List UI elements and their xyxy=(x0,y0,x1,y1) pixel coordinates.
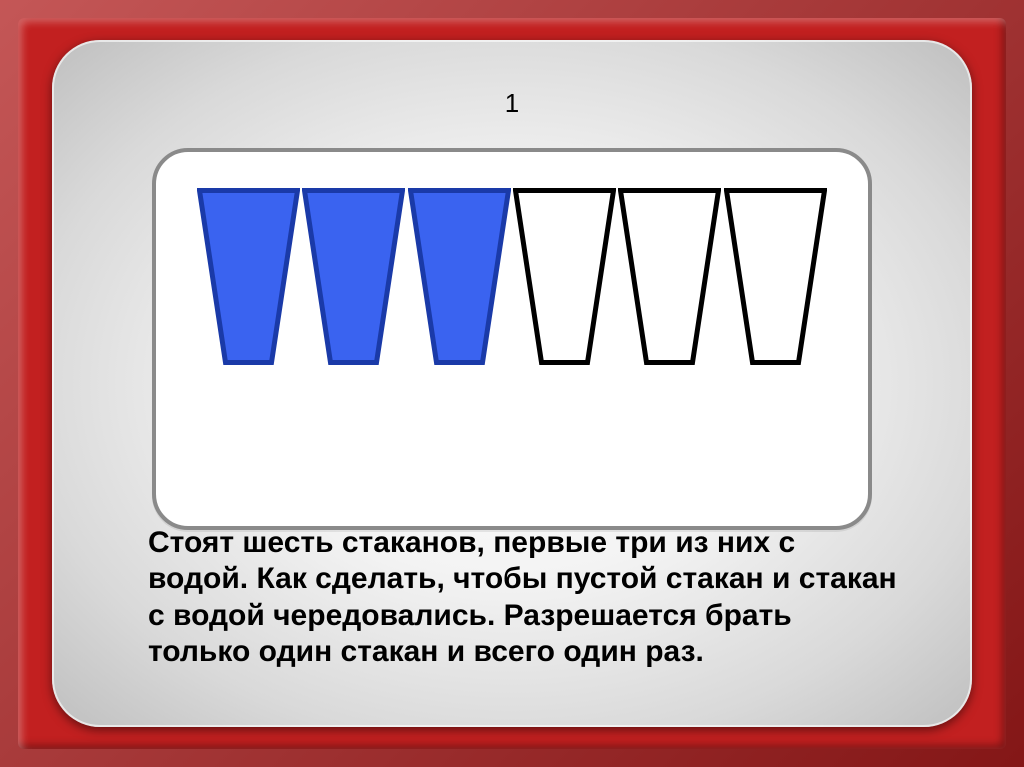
cup-icon xyxy=(197,188,300,365)
cups-card xyxy=(152,148,872,530)
cup-3 xyxy=(407,188,512,365)
question-text: Стоят шесть стаканов, первые три из них … xyxy=(148,525,900,671)
cup-1 xyxy=(196,188,301,365)
cup-2 xyxy=(301,188,406,365)
slide: 1 Стоят шесть стаканов, первые три из ни… xyxy=(0,0,1024,767)
cup-icon xyxy=(302,188,405,365)
cups-row xyxy=(196,188,828,365)
cup-4 xyxy=(512,188,617,365)
cup-icon xyxy=(618,188,721,365)
cup-5 xyxy=(617,188,722,365)
cup-icon xyxy=(724,188,827,365)
cup-6 xyxy=(723,188,828,365)
cup-icon xyxy=(513,188,616,365)
cup-icon xyxy=(408,188,511,365)
slide-number: 1 xyxy=(52,88,972,119)
content-panel: 1 Стоят шесть стаканов, первые три из ни… xyxy=(52,40,972,727)
